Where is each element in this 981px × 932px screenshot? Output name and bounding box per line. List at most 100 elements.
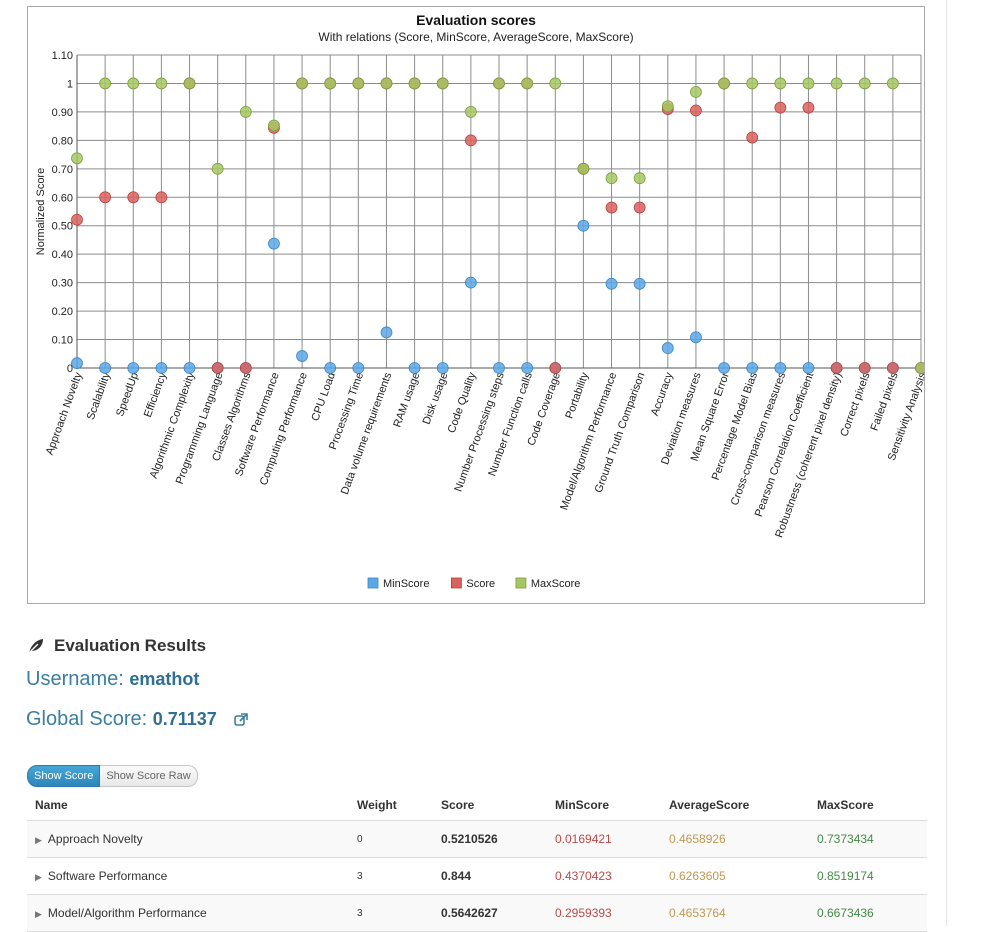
row-name: Approach Novelty (47, 832, 143, 846)
x-tick-label: Correct pixels (838, 370, 872, 438)
expand-arrow-icon[interactable]: ▶ (35, 909, 42, 919)
col-header-score[interactable]: Score (433, 790, 547, 821)
point-maxscore (915, 362, 924, 374)
x-tick-label: Code Quality (446, 370, 479, 434)
point-maxscore (633, 172, 646, 185)
page-divider (946, 0, 947, 926)
point-maxscore (408, 77, 421, 90)
x-tick-label: RAM usage (391, 371, 422, 429)
table-row[interactable]: ▶ Approach Novelty 0 0.5210526 0.0169421 … (27, 820, 927, 858)
point-maxscore (521, 77, 534, 90)
col-header-maxscore[interactable]: MaxScore (809, 790, 927, 821)
legend-swatch-minscore (367, 577, 379, 589)
row-weight: 0 (349, 820, 433, 858)
point-minscore (268, 237, 280, 250)
expand-arrow-icon[interactable]: ▶ (35, 872, 42, 882)
x-tick-label: Portability (563, 370, 591, 420)
point-minscore (71, 357, 83, 370)
point-maxscore (661, 100, 674, 113)
point-minscore (577, 219, 590, 232)
col-header-averagescore[interactable]: AverageScore (661, 790, 809, 821)
point-score (211, 362, 224, 374)
row-name: Software Performance (47, 869, 168, 883)
point-maxscore (886, 77, 899, 90)
point-maxscore (718, 77, 730, 90)
show-score-button[interactable]: Show Score (27, 765, 101, 787)
point-minscore (521, 362, 534, 374)
point-score (690, 104, 702, 117)
x-tick-label: Disk usage (421, 371, 451, 426)
point-maxscore (605, 172, 618, 185)
table-row[interactable]: ▶ Software Performance 3 0.844 0.4370423 … (27, 857, 927, 895)
point-score (605, 201, 618, 214)
row-name-cell[interactable]: ▶ Software Performance (27, 857, 349, 895)
point-maxscore (239, 106, 252, 118)
point-maxscore (858, 77, 871, 90)
leaf-icon (28, 639, 43, 654)
y-axis-label: Normalized Score (35, 168, 47, 255)
y-tick-label: 0.70 (52, 164, 73, 176)
row-score: 0.5210526 (433, 820, 547, 858)
point-minscore (661, 342, 674, 354)
row-name-cell[interactable]: ▶ Approach Novelty (27, 820, 349, 858)
global-score-value: 0.71137 (152, 709, 217, 729)
point-maxscore (493, 77, 505, 90)
y-tick-label: 1 (67, 78, 73, 90)
evaluation-scores-chart: Evaluation scores With relations (Score, … (27, 6, 925, 604)
point-maxscore (183, 77, 196, 90)
point-minscore (352, 362, 365, 374)
point-maxscore (549, 77, 562, 90)
score-mode-toggle: Show Score Show Score Raw (27, 765, 198, 787)
point-minscore (436, 362, 449, 374)
row-score: 0.844 (433, 857, 547, 895)
y-tick-label: 0.20 (52, 306, 73, 318)
point-minscore (633, 277, 646, 290)
external-link-icon[interactable] (234, 712, 249, 727)
col-header-weight[interactable]: Weight (349, 790, 433, 821)
legend-label-score: Score (466, 578, 495, 590)
point-minscore (127, 362, 140, 374)
point-maxscore (155, 77, 168, 90)
point-maxscore (746, 77, 759, 90)
x-tick-label: Scalability (85, 370, 113, 421)
y-tick-label: 0.10 (52, 335, 73, 347)
point-minscore (380, 326, 393, 339)
global-score-line: Global Score: 0.71137 (26, 708, 249, 731)
point-maxscore (127, 77, 140, 90)
y-tick-label: 0.30 (52, 278, 73, 290)
col-header-minscore[interactable]: MinScore (547, 790, 661, 821)
point-minscore (690, 331, 702, 344)
row-averagescore: 0.6263605 (661, 857, 809, 895)
expand-arrow-icon[interactable]: ▶ (35, 835, 42, 845)
legend-swatch-score (450, 577, 462, 589)
point-maxscore (211, 162, 224, 175)
point-minscore (408, 362, 421, 374)
point-minscore (774, 362, 787, 374)
table-row[interactable]: ▶ Model/Algorithm Performance 3 0.5642627… (27, 894, 927, 932)
row-maxscore: 0.8519174 (809, 857, 927, 895)
point-maxscore (71, 152, 83, 165)
point-maxscore (802, 77, 815, 90)
point-maxscore (324, 77, 337, 90)
legend-label-minscore: MinScore (383, 578, 429, 590)
point-maxscore (436, 77, 449, 90)
point-score (549, 362, 562, 374)
row-maxscore: 0.7373434 (809, 820, 927, 858)
point-score (746, 131, 759, 144)
chart-title: Evaluation scores (416, 12, 536, 28)
results-heading: Evaluation Results (27, 632, 206, 660)
x-tick-label: CPU Load (309, 371, 338, 423)
username-value: emathot (129, 669, 200, 689)
show-score-raw-button[interactable]: Show Score Raw (100, 765, 198, 787)
table-header-row: Name Weight Score MinScore AverageScore … (27, 790, 927, 821)
y-tick-label: 0.90 (52, 107, 73, 119)
point-score (858, 362, 871, 374)
col-header-name[interactable]: Name (27, 790, 349, 821)
row-name-cell[interactable]: ▶ Model/Algorithm Performance (27, 894, 349, 932)
x-tick-label: Failed pixels (868, 370, 900, 432)
point-minscore (155, 362, 168, 374)
point-maxscore (99, 77, 112, 90)
results-table: Name Weight Score MinScore AverageScore … (27, 790, 927, 932)
point-minscore (464, 276, 477, 289)
point-minscore (183, 362, 196, 374)
